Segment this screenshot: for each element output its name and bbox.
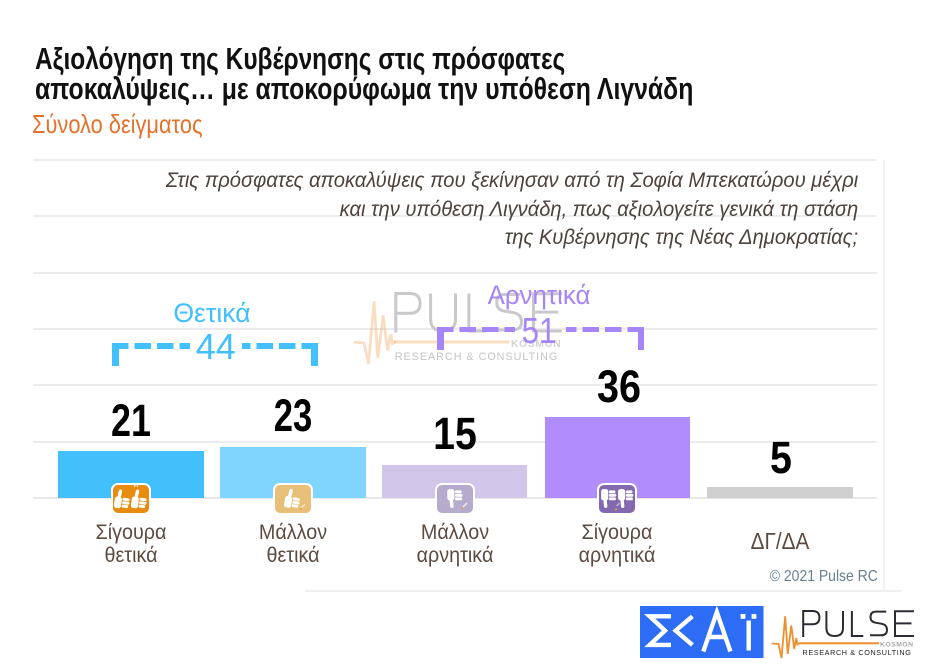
svg-text:KOSMON: KOSMON bbox=[511, 339, 561, 350]
svg-text:RESEARCH & CONSULTING: RESEARCH & CONSULTING bbox=[395, 351, 558, 363]
svg-text:RESEARCH & CONSULTING: RESEARCH & CONSULTING bbox=[803, 648, 912, 657]
svg-text:KOSMON: KOSMON bbox=[880, 642, 914, 649]
